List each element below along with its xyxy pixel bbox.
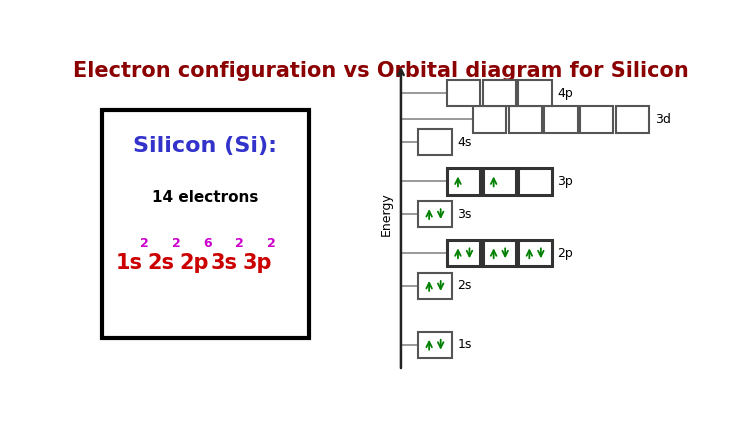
Bar — [616, 106, 649, 132]
Bar — [418, 273, 452, 299]
Text: 2: 2 — [235, 237, 244, 250]
Text: 14 electrons: 14 electrons — [152, 190, 259, 205]
Bar — [519, 80, 552, 106]
Bar — [447, 240, 481, 266]
Text: 2p: 2p — [557, 247, 574, 260]
Bar — [519, 168, 552, 195]
Text: 1s: 1s — [458, 338, 472, 351]
Text: 2: 2 — [172, 237, 181, 250]
Bar — [473, 106, 506, 132]
Text: 3p: 3p — [557, 175, 574, 188]
Text: 2: 2 — [267, 237, 276, 250]
Text: 2s: 2s — [458, 279, 472, 293]
Text: 1s: 1s — [116, 253, 143, 273]
Text: 3s: 3s — [211, 253, 238, 273]
Text: 2: 2 — [140, 237, 149, 250]
Text: Silicon (Si):: Silicon (Si): — [133, 136, 277, 156]
Bar — [102, 110, 309, 338]
Bar — [418, 129, 452, 155]
Text: 2s: 2s — [148, 253, 175, 273]
Text: 6: 6 — [204, 237, 212, 250]
Bar — [447, 168, 481, 195]
Text: 2p: 2p — [179, 253, 209, 273]
Bar — [483, 240, 516, 266]
Text: 3d: 3d — [655, 113, 671, 126]
Bar — [580, 106, 614, 132]
Text: 4p: 4p — [557, 87, 574, 100]
Bar — [418, 332, 452, 358]
Bar — [519, 240, 552, 266]
Text: Energy: Energy — [380, 192, 393, 236]
Bar — [483, 80, 516, 106]
Text: 3s: 3s — [458, 208, 472, 220]
Text: 4s: 4s — [458, 136, 472, 149]
Bar — [483, 168, 516, 195]
Bar — [418, 201, 452, 227]
Bar — [447, 80, 481, 106]
Bar — [509, 106, 542, 132]
Text: Electron configuration vs Orbital diagram for Silicon: Electron configuration vs Orbital diagra… — [73, 61, 689, 81]
Text: 3p: 3p — [242, 253, 272, 273]
Bar — [545, 106, 578, 132]
